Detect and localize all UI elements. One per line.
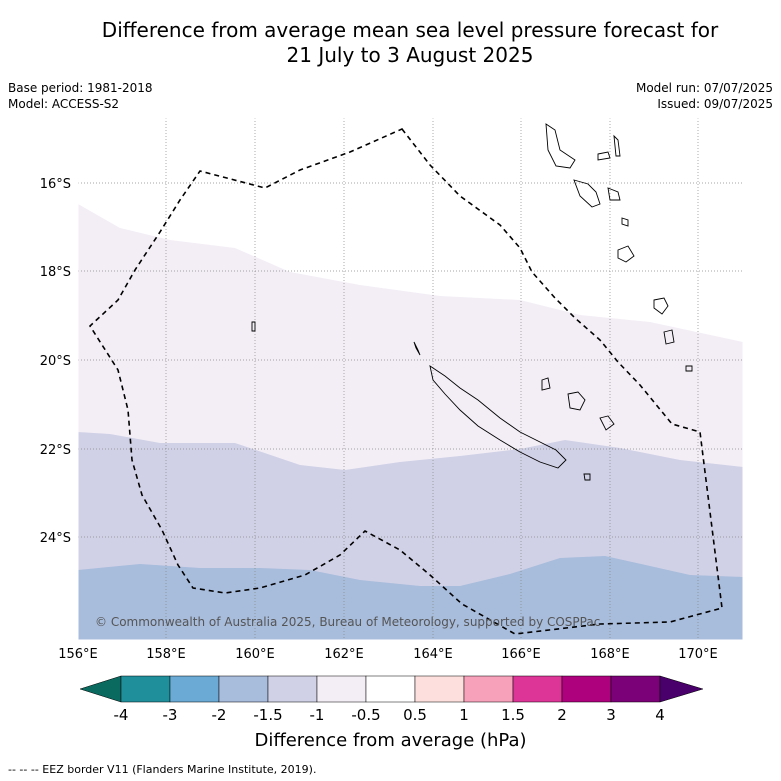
lon-label: 166°E [501, 647, 541, 662]
colorbar-tick: 1 [459, 706, 469, 724]
colorbar-label: Difference from average (hPa) [254, 730, 527, 751]
lon-label: 158°E [146, 647, 186, 662]
colorbar-swatch [463, 675, 514, 703]
lon-label: 164°E [413, 647, 453, 662]
island-small-1 [583, 473, 591, 481]
issued-date: Issued: 09/07/2025 [657, 97, 773, 111]
colorbar-tick: -4 [114, 706, 129, 724]
model-name: Model: ACCESS-S2 [8, 97, 120, 111]
colorbar-swatch [120, 675, 171, 703]
vanuatu-efate [607, 187, 621, 201]
colorbar-tick: 0.5 [403, 706, 427, 724]
vanuatu-ambae [597, 151, 611, 161]
meta-left: Base period: 1981-2018 Model: ACCESS-S2 [8, 80, 153, 112]
colorbar-tick: -2 [212, 706, 227, 724]
lon-label: 170°E [678, 647, 718, 662]
title-line-2: 21 July to 3 August 2025 [286, 43, 534, 67]
colorbar-swatch [267, 675, 318, 703]
new-caledonia [429, 365, 567, 469]
vanuatu-erromango [617, 245, 635, 263]
colorbar-swatch [414, 675, 465, 703]
loyalty-ouvea [541, 377, 551, 391]
vanuatu-pentecost [613, 134, 621, 157]
eez-border [88, 128, 723, 635]
vanuatu-tanna [621, 217, 629, 227]
base-period: Base period: 1981-2018 [8, 81, 153, 95]
colorbar-tick: 1.5 [501, 706, 525, 724]
colorbar-tick: -1.5 [253, 706, 282, 724]
colorbar-swatch [316, 675, 367, 703]
loyalty-mare [599, 415, 615, 431]
island-mathew [653, 297, 669, 315]
band-minus2-to-minus15 [78, 556, 743, 640]
colorbar-extend-high [659, 675, 704, 703]
colorbar-tick: -0.5 [351, 706, 380, 724]
lon-labels: 156°E 158°E 160°E 162°E 164°E 166°E 168°… [58, 647, 718, 662]
colorbar-tick: 3 [606, 706, 616, 724]
map-panel [77, 117, 744, 641]
colorbar-tick: 2 [557, 706, 567, 724]
model-run: Model run: 07/07/2025 [635, 81, 773, 95]
lon-label: 156°E [58, 647, 98, 662]
meta-right: Model run: 07/07/2025 Issued: 09/07/2025 [636, 80, 773, 112]
island-tiny-1 [685, 365, 693, 372]
lat-label: 24°S [40, 531, 71, 546]
lat-label: 16°S [40, 177, 71, 192]
eez-footnote: -- -- -- EEZ border V11 (Flanders Marine… [8, 763, 317, 776]
colorbar-tick: -1 [310, 706, 325, 724]
island-small-2 [251, 321, 256, 332]
lat-labels: 16°S 18°S 20°S 22°S 24°S [40, 177, 71, 546]
vanuatu-espiritu [545, 123, 576, 169]
gridlines [78, 118, 743, 640]
colorbar-ticks: -4 -3 -2 -1.5 -1 -0.5 0.5 1 1.5 2 3 4 [114, 706, 665, 724]
map-title: Difference from average mean sea level p… [0, 18, 781, 68]
vanuatu-malekula [573, 179, 601, 208]
lat-label: 22°S [40, 443, 71, 458]
island-hunter [663, 329, 675, 345]
colorbar-swatch [169, 675, 220, 703]
lon-label: 162°E [324, 647, 364, 662]
colorbar-swatch [610, 675, 661, 703]
lat-label: 20°S [40, 354, 71, 369]
colorbar-tick: 4 [655, 706, 665, 724]
lon-label: 168°E [590, 647, 630, 662]
loyalty-lifou [567, 391, 586, 411]
colorbar-swatch [218, 675, 269, 703]
colorbar-swatch [561, 675, 612, 703]
colorbar-swatch [365, 675, 416, 703]
colorbar-swatch [512, 675, 563, 703]
copyright-notice: © Commonwealth of Australia 2025, Bureau… [95, 615, 600, 629]
colorbar [79, 675, 704, 703]
coastlines [251, 123, 693, 481]
lat-label: 18°S [40, 265, 71, 280]
map-frame [77, 117, 744, 641]
colorbar-extend-low [79, 675, 122, 703]
title-line-1: Difference from average mean sea level p… [101, 18, 719, 42]
isle-of-pines [413, 341, 421, 356]
lon-label: 160°E [235, 647, 275, 662]
colorbar-tick: -3 [163, 706, 178, 724]
